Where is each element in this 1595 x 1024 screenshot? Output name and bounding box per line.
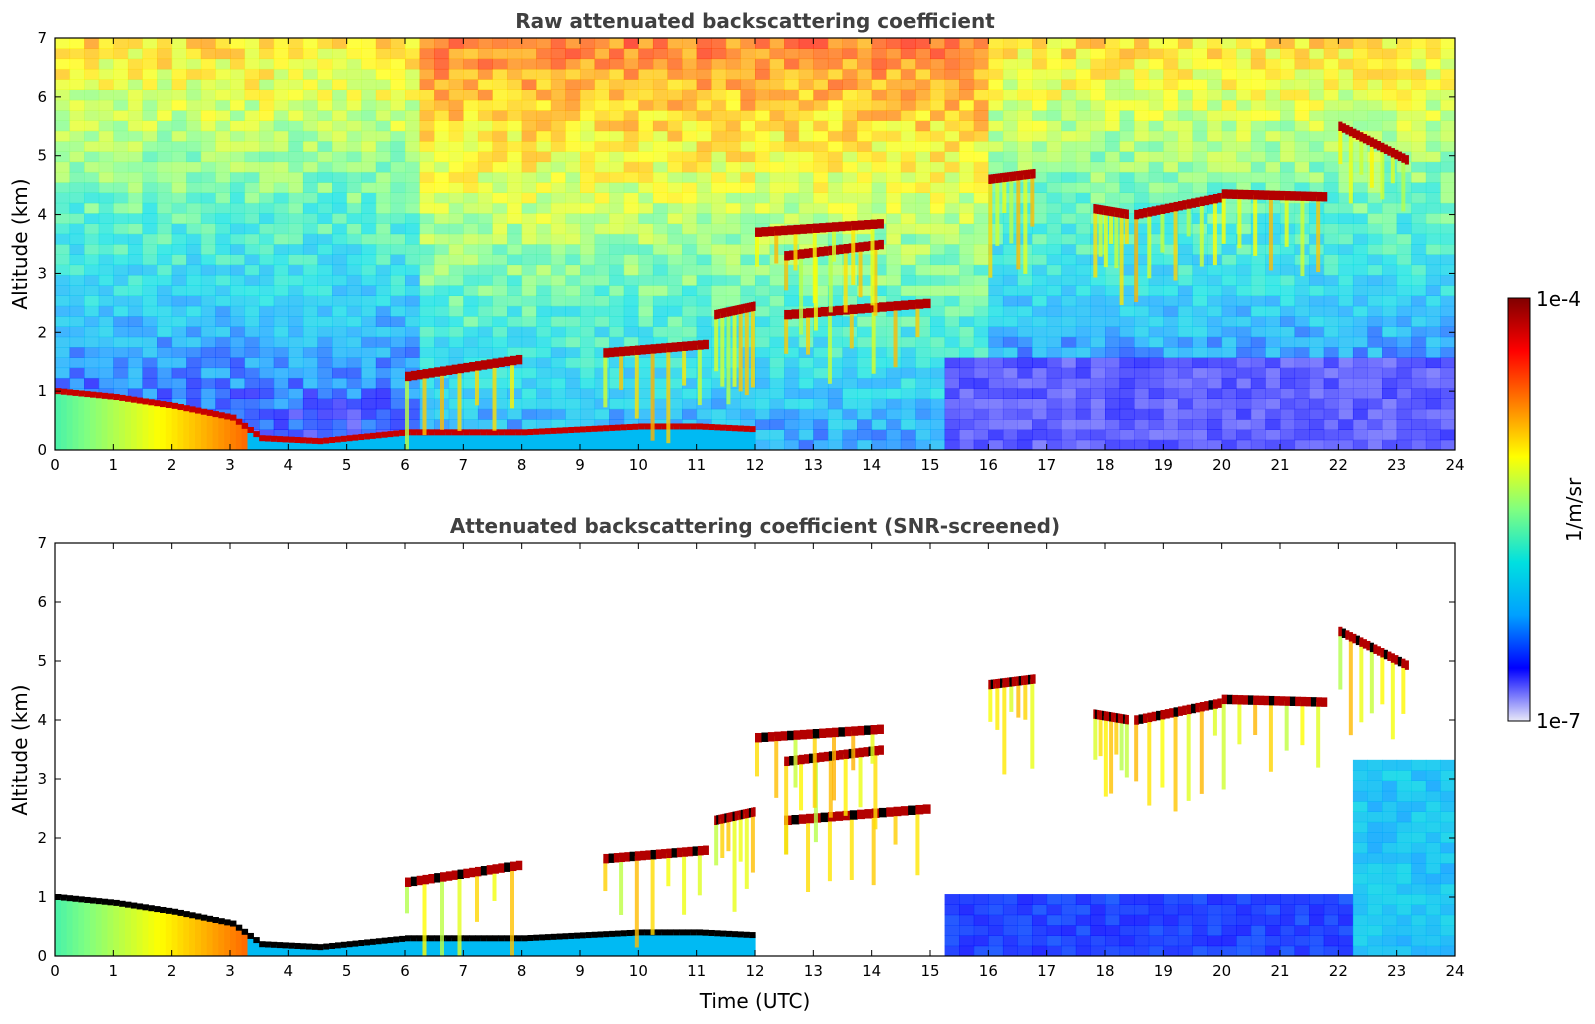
y-tick-label: 7 (37, 29, 47, 47)
y-tick-label: 3 (37, 770, 47, 788)
x-tick-label: 16 (979, 456, 998, 474)
x-tick-label: 14 (862, 962, 881, 980)
x-tick-label: 7 (459, 962, 469, 980)
y-tick-label: 4 (37, 711, 47, 729)
x-tick-label: 14 (862, 456, 881, 474)
x-tick-label: 19 (1154, 456, 1173, 474)
y-tick-label: 5 (37, 652, 47, 670)
colorbar-gradient (1508, 298, 1530, 721)
x-tick-label: 15 (920, 456, 939, 474)
y-tick-label: 0 (37, 947, 47, 965)
y-axis-label: Altitude (km) (8, 684, 32, 815)
y-tick-label: 1 (37, 888, 47, 906)
x-tick-label: 4 (284, 456, 294, 474)
x-tick-label: 13 (804, 962, 823, 980)
y-axis-label: Altitude (km) (8, 178, 32, 309)
raw-heatmap (55, 38, 1456, 451)
y-tick-label: 6 (37, 593, 47, 611)
x-tick-label: 13 (804, 456, 823, 474)
y-tick-label: 3 (37, 264, 47, 282)
x-tick-label: 20 (1212, 456, 1231, 474)
y-tick-label: 2 (37, 323, 47, 341)
x-tick-label: 22 (1329, 962, 1348, 980)
screened-backscatter-panel: Attenuated backscattering coefficient (S… (8, 514, 1465, 1013)
x-tick-label: 18 (1095, 962, 1114, 980)
x-tick-label: 1 (109, 456, 119, 474)
x-tick-label: 17 (1037, 962, 1056, 980)
x-tick-label: 10 (629, 456, 648, 474)
y-tick-label: 6 (37, 88, 47, 106)
x-tick-label: 19 (1154, 962, 1173, 980)
x-tick-label: 11 (687, 962, 706, 980)
x-tick-label: 20 (1212, 962, 1231, 980)
x-tick-label: 5 (342, 962, 352, 980)
x-tick-label: 24 (1445, 456, 1464, 474)
x-tick-label: 8 (517, 456, 527, 474)
x-tick-label: 23 (1387, 962, 1406, 980)
x-tick-label: 0 (50, 962, 60, 980)
x-tick-label: 6 (400, 962, 410, 980)
y-tick-label: 0 (37, 441, 47, 459)
colorbar: 1e-4 1e-7 1/m/sr (1508, 287, 1586, 733)
x-tick-label: 7 (459, 456, 469, 474)
panel-title: Attenuated backscattering coefficient (S… (450, 514, 1060, 538)
x-tick-label: 12 (745, 962, 764, 980)
x-tick-label: 1 (109, 962, 119, 980)
y-tick-label: 1 (37, 382, 47, 400)
colorbar-min-label: 1e-7 (1536, 709, 1581, 733)
x-axis-label: Time (UTC) (699, 989, 811, 1013)
y-tick-label: 4 (37, 206, 47, 224)
colorbar-max-label: 1e-4 (1536, 287, 1581, 311)
x-tick-label: 17 (1037, 456, 1056, 474)
x-tick-label: 0 (50, 456, 60, 474)
x-tick-label: 18 (1095, 456, 1114, 474)
x-tick-label: 22 (1329, 456, 1348, 474)
colorbar-unit-label: 1/m/sr (1562, 477, 1586, 542)
x-tick-label: 2 (167, 962, 177, 980)
raw-backscatter-panel: Raw attenuated backscattering coefficien… (8, 9, 1465, 474)
x-tick-label: 4 (284, 962, 294, 980)
x-tick-label: 23 (1387, 456, 1406, 474)
panel-title: Raw attenuated backscattering coefficien… (515, 9, 995, 33)
x-tick-label: 3 (225, 962, 235, 980)
y-tick-label: 7 (37, 534, 47, 552)
x-tick-label: 21 (1270, 962, 1289, 980)
x-tick-label: 9 (575, 962, 585, 980)
x-tick-label: 21 (1270, 456, 1289, 474)
x-tick-label: 8 (517, 962, 527, 980)
x-tick-label: 12 (745, 456, 764, 474)
x-tick-label: 5 (342, 456, 352, 474)
x-tick-label: 9 (575, 456, 585, 474)
y-tick-label: 5 (37, 147, 47, 165)
x-tick-label: 3 (225, 456, 235, 474)
x-tick-label: 10 (629, 962, 648, 980)
x-tick-label: 6 (400, 456, 410, 474)
x-tick-label: 16 (979, 962, 998, 980)
x-tick-label: 24 (1445, 962, 1464, 980)
screened-heatmap (55, 627, 1456, 957)
x-tick-label: 11 (687, 456, 706, 474)
x-tick-label: 15 (920, 962, 939, 980)
y-tick-label: 2 (37, 829, 47, 847)
x-tick-label: 2 (167, 456, 177, 474)
